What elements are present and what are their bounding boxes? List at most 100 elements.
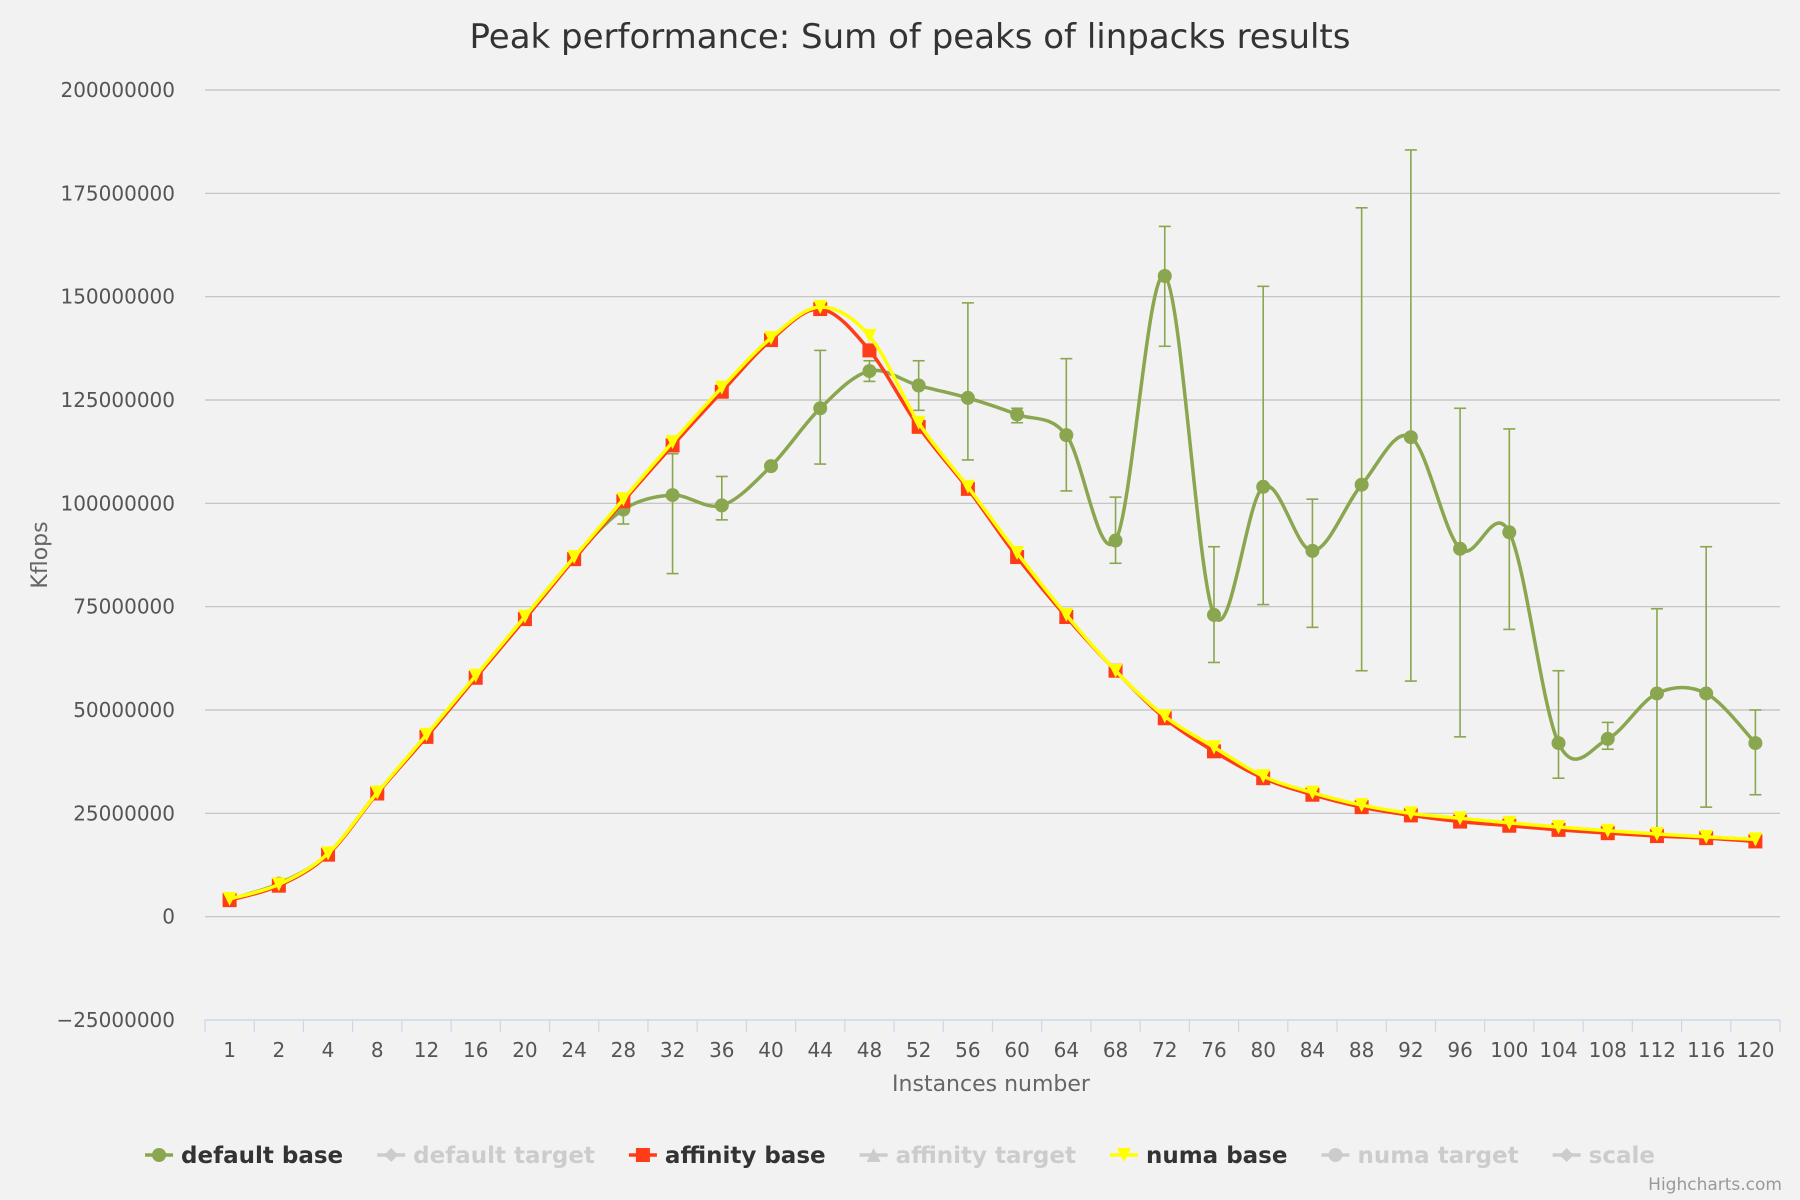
point-numa-base[interactable]	[862, 328, 877, 343]
x-tick-label: 48	[857, 1038, 882, 1062]
x-tick-label: 44	[808, 1038, 833, 1062]
point-numa-base[interactable]	[1649, 827, 1664, 841]
legend-label: numa base	[1146, 1143, 1288, 1169]
point-numa-base[interactable]	[1010, 545, 1025, 560]
point-default-base[interactable]	[1354, 477, 1369, 492]
x-tick-label: 60	[1004, 1038, 1029, 1062]
point-default-base[interactable]	[1403, 430, 1418, 445]
point-default-base[interactable]	[960, 390, 975, 405]
point-numa-base[interactable]	[1354, 798, 1369, 813]
credits[interactable]: Highcharts.com	[1648, 1175, 1782, 1195]
y-axis: −25000000 0 25000000 50000000 75000000 100000…	[56, 78, 175, 1032]
point-numa-base[interactable]	[1157, 709, 1172, 724]
legend-item-numa-target[interactable]: numa target	[1321, 1143, 1519, 1169]
legend-item-affinity-target[interactable]: affinity target	[859, 1143, 1076, 1169]
point-numa-base[interactable]	[468, 668, 483, 683]
point-numa-base[interactable]	[1600, 823, 1615, 838]
point-default-base[interactable]	[1453, 541, 1468, 556]
point-numa-base[interactable]	[911, 415, 926, 430]
point-numa-base[interactable]	[616, 492, 631, 507]
legend-item-affinity-base[interactable]: affinity base	[628, 1143, 826, 1169]
y-tick-label: 125000000	[60, 388, 175, 412]
point-default-base[interactable]	[1256, 479, 1271, 494]
point-default-base[interactable]	[1699, 686, 1714, 701]
legend-item-default-base[interactable]: default base	[145, 1143, 343, 1169]
error-bars	[617, 149, 1762, 831]
legend: default base default target affinity base a…	[145, 1143, 1655, 1169]
x-tick-label: 100	[1490, 1038, 1528, 1062]
point-numa-base[interactable]	[517, 609, 532, 624]
point-default-base[interactable]	[1059, 428, 1074, 443]
point-default-base[interactable]	[1649, 686, 1664, 701]
y-axis-title: Kflops	[28, 521, 53, 588]
point-numa-base[interactable]	[1748, 832, 1763, 847]
legend-symbol-marker[interactable]	[1116, 1148, 1131, 1162]
point-numa-base[interactable]	[1206, 740, 1221, 755]
y-tick-label: 175000000	[60, 181, 175, 205]
legend-symbol-marker[interactable]	[1328, 1148, 1343, 1162]
point-numa-base[interactable]	[960, 479, 975, 494]
legend-symbol-marker[interactable]	[866, 1148, 881, 1162]
point-default-base[interactable]	[1108, 533, 1123, 548]
point-numa-base[interactable]	[1256, 769, 1271, 784]
series-line-default-base[interactable]	[229, 274, 1757, 901]
y-tick-label: 200000000	[60, 78, 175, 102]
point-numa-base[interactable]	[764, 331, 779, 345]
chart-title: Peak performance: Sum of peaks of linpac…	[470, 17, 1351, 57]
x-tick-label: 16	[463, 1038, 488, 1062]
point-numa-base[interactable]	[1059, 607, 1074, 622]
point-numa-base[interactable]	[665, 435, 680, 450]
legend-label: affinity target	[896, 1143, 1076, 1169]
x-axis-title: Instances number	[892, 1072, 1091, 1097]
legend-item-scale[interactable]: scale	[1552, 1143, 1655, 1169]
legend-symbol-marker[interactable]	[635, 1148, 650, 1162]
y-tick-label: 25000000	[73, 801, 175, 825]
point-default-base[interactable]	[1551, 736, 1566, 751]
x-tick-label: 32	[660, 1038, 685, 1062]
point-numa-base[interactable]	[1305, 785, 1320, 800]
point-default-base[interactable]	[1157, 269, 1172, 283]
point-default-base[interactable]	[665, 488, 680, 503]
x-tick-label: 72	[1152, 1038, 1177, 1062]
point-numa-base[interactable]	[321, 846, 336, 861]
legend-item-default-target[interactable]: default target	[377, 1143, 595, 1169]
point-default-base[interactable]	[862, 364, 877, 379]
legend-symbol-marker[interactable]	[1559, 1148, 1574, 1162]
point-default-base[interactable]	[1748, 736, 1763, 751]
point-default-base[interactable]	[1206, 607, 1221, 622]
x-tick-label: 52	[906, 1038, 931, 1062]
x-tick-label: 4	[322, 1038, 335, 1062]
point-default-base[interactable]	[764, 459, 779, 474]
grid-layer	[205, 89, 1780, 918]
point-numa-base[interactable]	[714, 380, 729, 395]
legend-symbol-marker[interactable]	[152, 1148, 167, 1162]
point-default-base[interactable]	[1305, 543, 1320, 558]
point-default-base[interactable]	[813, 401, 828, 416]
point-default-base[interactable]	[911, 378, 926, 393]
x-tick-label: 8	[371, 1038, 384, 1062]
point-numa-base[interactable]	[1453, 811, 1468, 826]
point-numa-base[interactable]	[271, 877, 286, 892]
point-numa-base[interactable]	[1699, 829, 1714, 844]
point-numa-base[interactable]	[1108, 663, 1123, 678]
point-numa-base[interactable]	[419, 727, 434, 742]
legend-symbol-marker[interactable]	[384, 1148, 399, 1162]
point-numa-base[interactable]	[370, 785, 385, 800]
point-numa-base[interactable]	[813, 300, 828, 314]
point-numa-base[interactable]	[567, 550, 582, 565]
x-tick-label: 64	[1054, 1038, 1079, 1062]
legend-item-numa-base[interactable]: numa base	[1109, 1143, 1288, 1169]
point-numa-base[interactable]	[222, 891, 237, 906]
point-default-base[interactable]	[1600, 731, 1615, 746]
point-numa-base[interactable]	[1551, 819, 1566, 834]
point-default-base[interactable]	[714, 498, 729, 513]
point-default-base[interactable]	[1502, 525, 1517, 540]
point-numa-base[interactable]	[1502, 815, 1517, 830]
x-tick-label: 56	[955, 1038, 980, 1062]
point-affinity-base[interactable]	[862, 343, 877, 358]
x-tick-label: 36	[709, 1038, 734, 1062]
point-default-base[interactable]	[1010, 407, 1025, 422]
point-numa-base[interactable]	[1403, 806, 1418, 821]
